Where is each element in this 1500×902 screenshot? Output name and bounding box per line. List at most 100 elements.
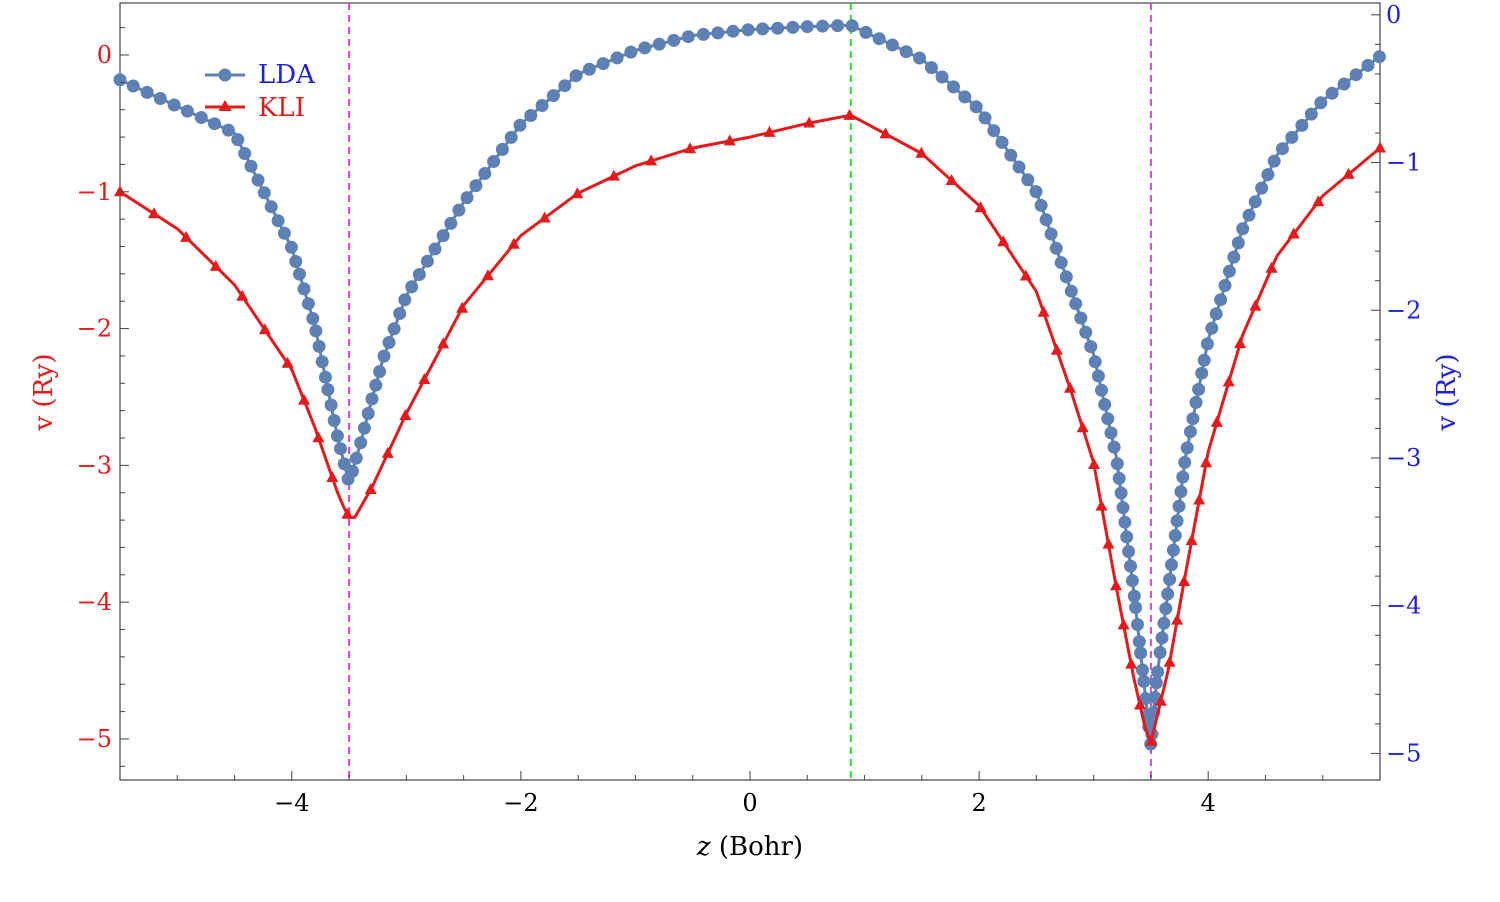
data-point-lda (330, 429, 344, 443)
data-point-lda (1110, 457, 1124, 471)
data-point-lda (460, 191, 474, 205)
data-point-lda (987, 124, 1001, 138)
data-point-lda (1122, 545, 1136, 558)
data-point-lda (1004, 148, 1018, 162)
data-point-kli (148, 207, 160, 219)
data-point-lda (1114, 486, 1128, 500)
data-point-lda (309, 324, 323, 338)
data-point-kli (1134, 698, 1146, 710)
x-tick-label: 0 (742, 789, 757, 817)
data-point-lda (1159, 602, 1173, 616)
x-tick-label: −2 (503, 789, 538, 817)
data-point-lda (831, 19, 845, 33)
data-point-lda (208, 117, 221, 131)
data-point-kli (1050, 343, 1063, 355)
data-point-kli (1171, 613, 1184, 625)
data-point-lda (289, 255, 303, 268)
data-point-kli (1287, 227, 1300, 239)
data-point-lda (301, 297, 315, 311)
data-point-lda (681, 30, 695, 44)
y-left-tick-label: 0 (97, 41, 112, 69)
data-point-kli (945, 174, 958, 185)
data-point-kli (258, 323, 271, 335)
data-point-kli (1117, 618, 1130, 630)
data-point-lda (1039, 213, 1053, 227)
data-point-kli (1312, 195, 1325, 207)
y-left-tick-label: −3 (77, 451, 112, 479)
data-point-kli (1222, 375, 1235, 387)
data-point-lda (1165, 558, 1178, 572)
data-point-kli (1037, 305, 1050, 317)
data-point-lda (596, 57, 610, 71)
data-point-lda (1137, 674, 1151, 688)
data-point-kli (843, 108, 856, 120)
data-point-lda (1304, 107, 1318, 121)
x-axis-title: z (Bohr) (696, 832, 803, 862)
data-point-lda (741, 23, 755, 37)
data-point-lda (221, 123, 235, 137)
x-tick-label: 4 (1201, 789, 1216, 817)
data-point-lda (357, 421, 371, 435)
data-point-lda (624, 45, 638, 59)
data-point-lda (1242, 208, 1256, 222)
y-right-tick-label: 0 (1386, 1, 1401, 29)
data-point-lda (1186, 412, 1200, 426)
data-point-lda (1095, 383, 1108, 397)
data-point-lda (324, 398, 338, 412)
data-point-lda (1044, 227, 1058, 241)
data-point-lda (913, 51, 926, 65)
data-point-kli (180, 230, 193, 242)
data-point-lda (1197, 353, 1211, 367)
plot-frame (119, 2, 1381, 781)
data-point-lda (1112, 471, 1126, 485)
data-point-lda (1172, 499, 1186, 513)
data-point-lda (1059, 270, 1073, 284)
data-point-kli (803, 116, 816, 128)
data-point-kli (1193, 493, 1206, 505)
y-right-tick-label: −3 (1386, 444, 1421, 472)
data-point-lda (1372, 50, 1386, 64)
data-point-lda (1178, 455, 1192, 469)
data-point-lda (382, 336, 396, 349)
reference-lines (348, 3, 1152, 780)
data-point-lda (969, 100, 983, 114)
data-point-lda (582, 62, 596, 76)
data-point-lda (1349, 68, 1363, 82)
data-point-lda (113, 73, 127, 87)
data-point-lda (1098, 398, 1112, 411)
data-point-kli (507, 237, 520, 249)
data-point-lda (1064, 284, 1078, 298)
data-point-lda (1054, 256, 1068, 270)
data-point-kli (1095, 499, 1108, 511)
data-point-kli (763, 125, 776, 137)
data-point-lda (327, 414, 341, 427)
data-point-lda (859, 25, 873, 39)
data-point-lda (513, 118, 527, 132)
data-point-lda (469, 179, 483, 193)
data-point-lda (1104, 426, 1118, 440)
data-point-lda (800, 20, 814, 34)
data-point-lda (1267, 154, 1281, 168)
data-point-lda (1091, 369, 1105, 383)
data-point-kli (456, 301, 469, 313)
data-point-lda (264, 200, 278, 214)
data-point-lda (558, 79, 572, 93)
data-point-lda (504, 130, 518, 144)
data-point-lda (771, 21, 785, 35)
data-point-lda (1314, 96, 1328, 110)
data-point-lda (1155, 631, 1169, 645)
data-point-lda (377, 349, 391, 363)
data-point-kli (1234, 337, 1247, 349)
data-point-lda (816, 19, 829, 33)
data-point-lda (995, 135, 1009, 149)
data-point-lda (405, 280, 419, 294)
data-point-lda (1222, 264, 1236, 278)
data-point-lda (1218, 279, 1232, 292)
data-point-kli (1200, 456, 1213, 468)
data-point-kli (571, 187, 584, 199)
data-point-lda (412, 268, 426, 281)
data-point-lda (546, 89, 560, 103)
data-point-lda (167, 98, 181, 112)
data-point-lda (1136, 663, 1149, 677)
